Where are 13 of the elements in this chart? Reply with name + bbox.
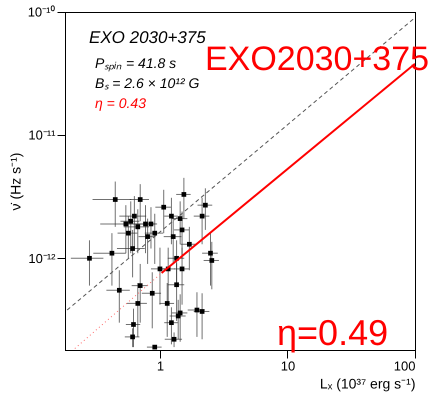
y-tick-label: 10⁻¹⁰: [28, 4, 56, 20]
annotation: η=0.49: [277, 312, 388, 353]
annotation: Pₛₚᵢₙ = 41.8 s: [95, 55, 176, 72]
x-tick-label: 10: [280, 358, 296, 374]
y-axis-title: ν̇ (Hz s⁻¹): [8, 152, 24, 210]
annotation: Bₛ = 2.6 × 10¹² G: [95, 75, 200, 91]
y-tick-label: 10⁻¹²: [28, 250, 56, 266]
x-tick-label: 100: [394, 358, 416, 374]
y-tick-label: 10⁻¹¹: [28, 128, 56, 143]
annotation: η = 0.43: [95, 95, 146, 111]
x-axis-title: Lₓ (10³⁷ erg s⁻¹): [320, 376, 416, 392]
x-tick-label: 1: [156, 358, 164, 374]
annotation: EXO 2030+375: [89, 28, 206, 47]
